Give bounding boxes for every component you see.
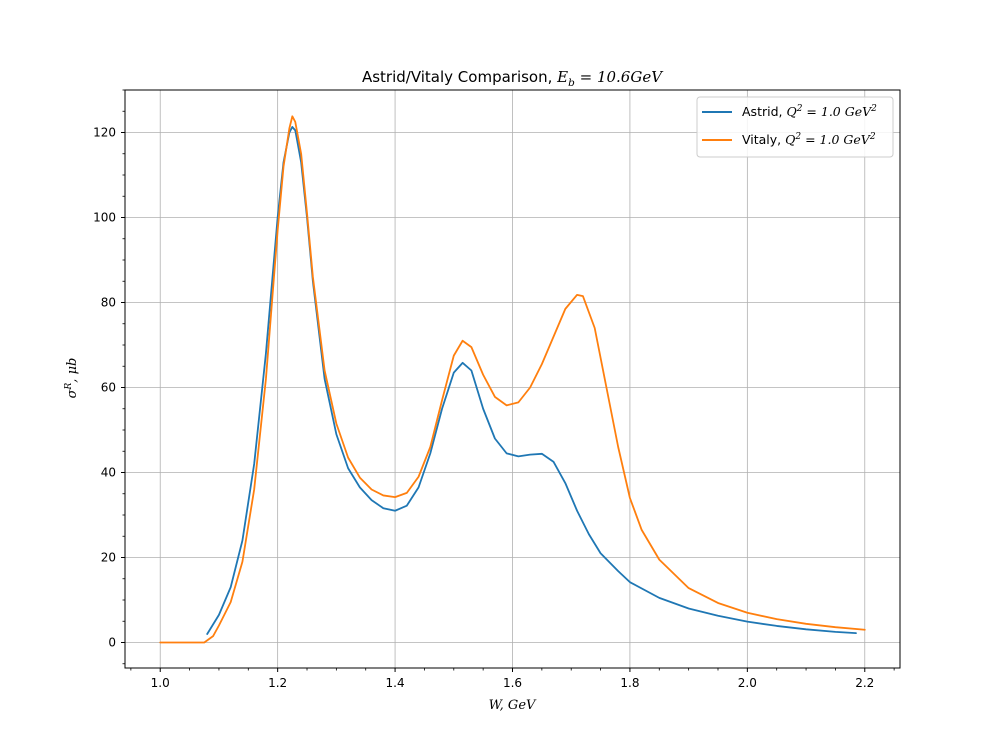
series-layer [159, 115, 866, 644]
x-tick-label: 2.2 [855, 676, 874, 690]
x-tick-label: 1.0 [151, 676, 170, 690]
legend-label-astrid-prefix: Astrid, [742, 104, 786, 119]
legend: Astrid, Q2 = 1.0 GeV2 Vitaly, Q2 = 1.0 G… [696, 96, 894, 158]
series-line-vitaly [159, 115, 866, 644]
chart-title-math-sub: b [568, 77, 575, 89]
grid-layer [125, 90, 900, 668]
x-tick-label: 2.0 [738, 676, 757, 690]
y-axis-label-rest: , μb [65, 358, 80, 383]
y-axis-label-base: σ [65, 388, 80, 398]
legend-label-vitaly-math-base: Q [785, 132, 795, 147]
y-tick-label: 120 [93, 126, 116, 140]
x-tick-label: 1.6 [503, 676, 522, 690]
legend-label-astrid-math-rest: = 1.0 GeV [802, 104, 873, 119]
legend-label-astrid-math-sup2: 2 [870, 104, 877, 114]
legend-label-vitaly-prefix: Vitaly, [742, 132, 785, 147]
legend-label-astrid-math-base: Q [786, 104, 796, 119]
chart-title: Astrid/Vitaly Comparison, Eb = 10.6GeV [362, 68, 664, 89]
x-tick-label: 1.4 [386, 676, 405, 690]
y-tick-label: 100 [93, 211, 116, 225]
legend-label-vitaly: Vitaly, Q2 = 1.0 GeV2 [742, 132, 876, 147]
chart-title-math-base: E [556, 68, 568, 86]
y-tick-label: 40 [101, 466, 116, 480]
legend-label-astrid-math-sup: 2 [796, 104, 803, 114]
y-tick-label: 0 [108, 636, 116, 650]
chart-title-prefix: Astrid/Vitaly Comparison, [362, 68, 557, 86]
y-axis-label: σR, μb [64, 358, 80, 399]
tick-layer: 1.0 1.2 1.4 1.6 1.8 2.0 2.2 0 20 40 60 80 100 120 [93, 89, 895, 690]
legend-label-astrid: Astrid, Q2 = 1.0 GeV2 [742, 104, 877, 119]
x-tick-label: 1.2 [268, 676, 287, 690]
y-tick-label: 60 [101, 381, 116, 395]
legend-label-vitaly-math-sup: 2 [794, 132, 801, 142]
y-axis-label-sup: R [64, 382, 74, 390]
x-tick-label: 1.8 [620, 676, 639, 690]
chart-title-math-rest: = 10.6GeV [575, 68, 664, 86]
x-axis-label: W, GeV [489, 698, 537, 713]
y-tick-label: 20 [101, 551, 116, 565]
legend-box [696, 96, 894, 158]
y-tick-label: 80 [101, 296, 116, 310]
legend-label-vitaly-math-rest: = 1.0 GeV [801, 132, 872, 147]
legend-label-vitaly-math-sup2: 2 [869, 132, 876, 142]
